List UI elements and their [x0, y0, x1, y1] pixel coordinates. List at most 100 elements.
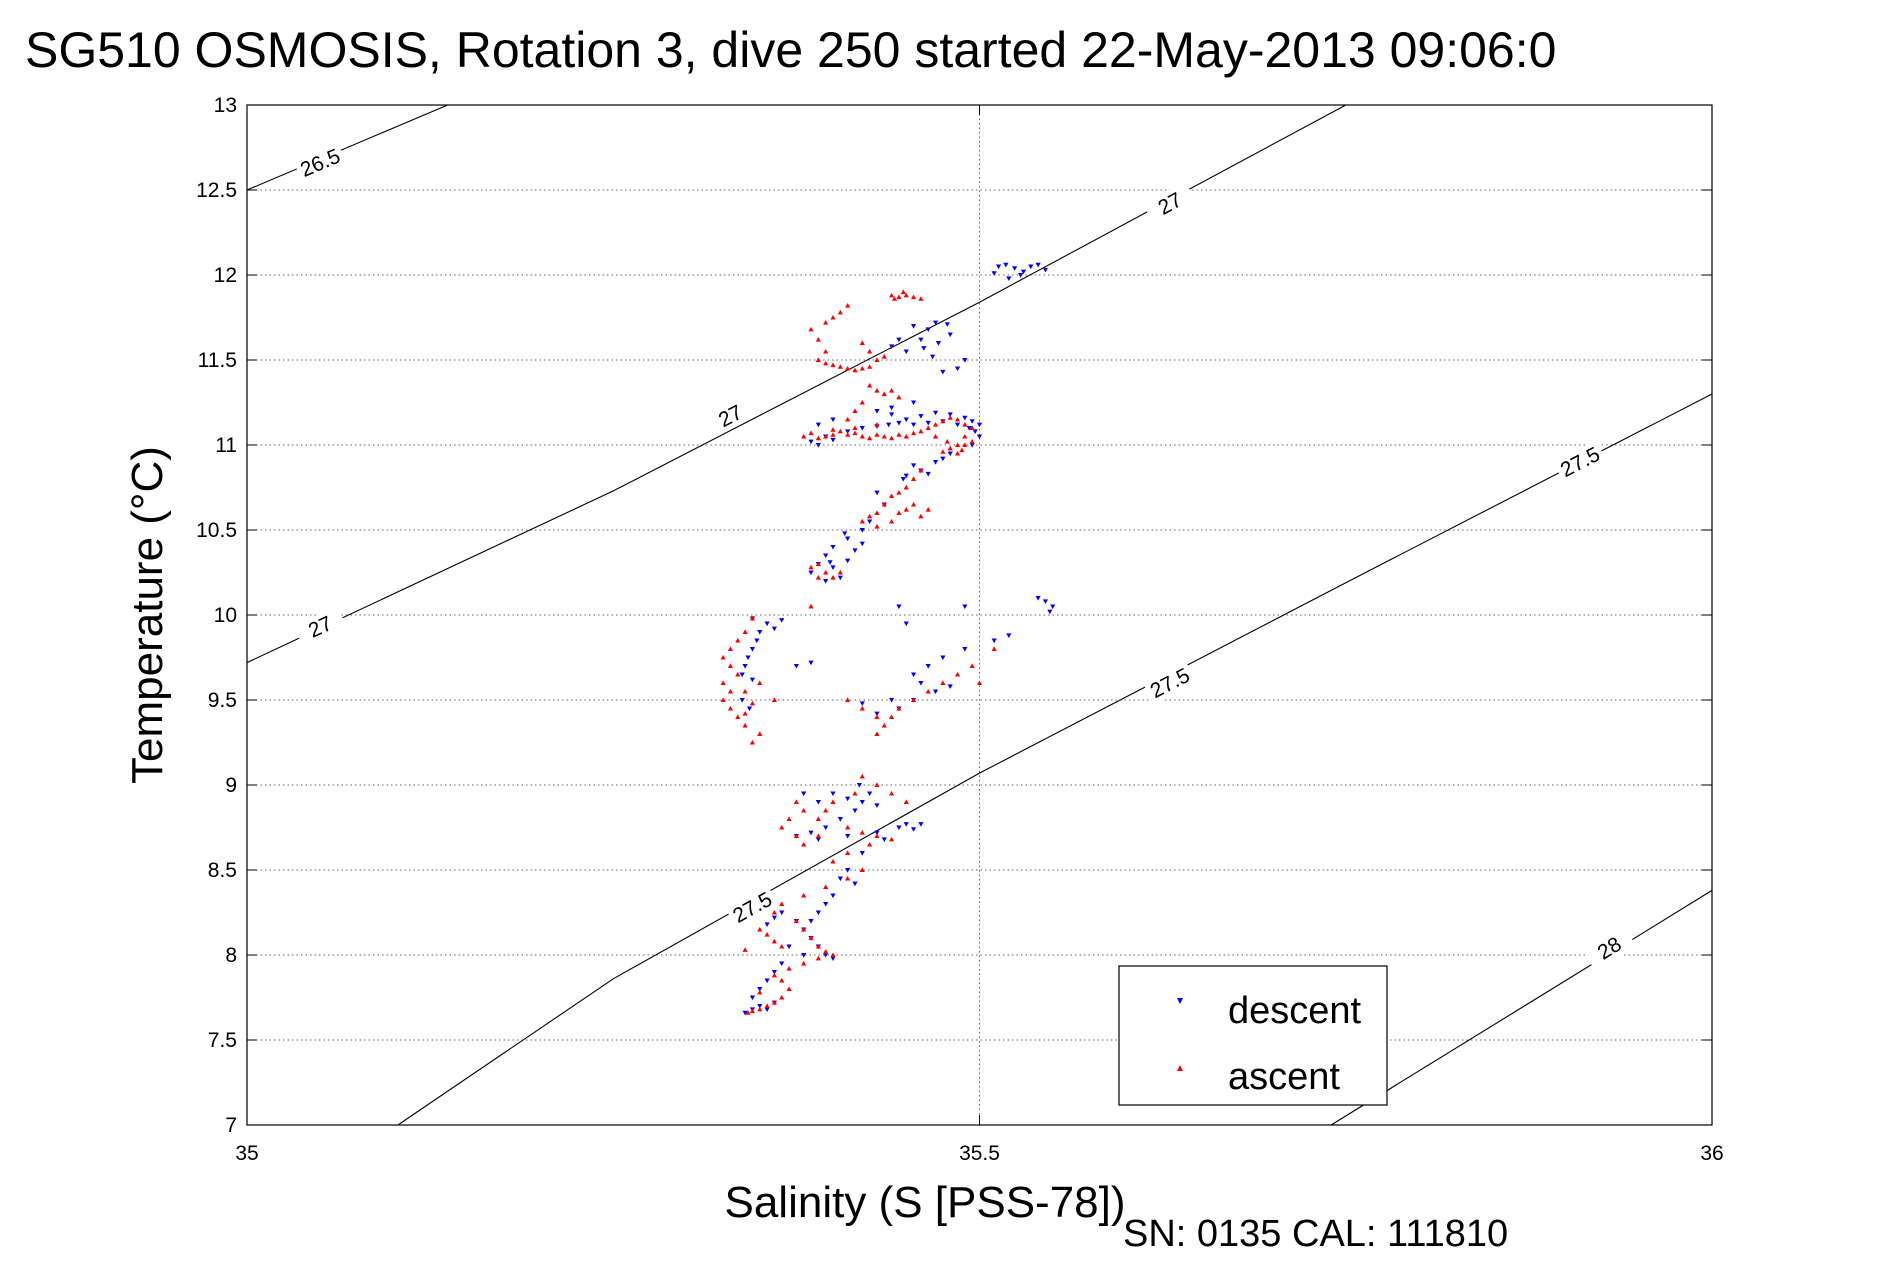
ascent-point: [932, 422, 939, 427]
ascent-point: [742, 722, 748, 728]
descent-point: [1017, 273, 1024, 278]
descent-point: [742, 664, 748, 669]
ascent-point: [918, 428, 924, 434]
ascent-point: [815, 357, 821, 362]
descent-point: [837, 575, 843, 581]
ascent-point: [889, 836, 895, 842]
legend: descent ascent: [1118, 965, 1388, 1106]
descent-point: [754, 638, 760, 644]
x-tick-label: 35: [235, 1142, 258, 1165]
descent-point: [910, 672, 917, 678]
descent-point: [925, 664, 931, 669]
descent-point: [972, 429, 978, 434]
ascent-point: [874, 422, 880, 427]
descent-point: [903, 621, 909, 627]
ascent-point: [830, 432, 836, 437]
ascent-point: [815, 955, 821, 961]
descent-point: [742, 1010, 748, 1016]
descent-point: [940, 369, 946, 375]
ascent-point: [823, 433, 829, 439]
contour-line-27.5: [397, 393, 1713, 1126]
ascent-point: [891, 296, 898, 301]
descent-point: [932, 460, 939, 465]
descent-point: [779, 910, 785, 916]
descent-point: [815, 800, 821, 805]
ascent-point: [808, 326, 814, 332]
descent-point: [764, 978, 770, 984]
descent-point: [991, 271, 997, 276]
descent-point: [859, 701, 865, 706]
descent-point: [932, 410, 939, 416]
ascent-point: [940, 449, 946, 454]
ascent-point: [991, 646, 997, 651]
descent-point: [815, 443, 821, 448]
descent-point: [903, 473, 909, 479]
x-axis-label: Salinity (S [PSS-78]): [724, 1178, 1125, 1227]
y-tick-label: 7: [225, 1114, 237, 1137]
ascent-point: [764, 1003, 770, 1008]
descent-point: [757, 987, 763, 992]
descent-point: [896, 420, 902, 426]
descent-point: [830, 956, 836, 961]
descent-point: [874, 803, 880, 808]
descent-point: [808, 570, 814, 576]
ascent-point: [837, 309, 843, 315]
descent-point: [925, 420, 931, 426]
ascent-point: [889, 292, 895, 298]
descent-point: [852, 881, 858, 887]
ascent-point: [771, 697, 777, 702]
ascent-point: [727, 688, 734, 694]
ascent-point: [845, 697, 851, 702]
descent-point: [889, 344, 895, 349]
ascent-point: [823, 949, 829, 954]
ascent-point: [944, 439, 950, 444]
ascent-point: [727, 705, 734, 711]
descent-point: [903, 349, 909, 355]
ascent-point: [793, 918, 799, 923]
descent-point: [808, 919, 814, 924]
ascent-point: [727, 663, 734, 668]
ascent-point: [889, 388, 895, 393]
descent-point: [947, 332, 953, 338]
ascent-point: [735, 637, 741, 643]
descent-point: [900, 477, 906, 482]
ascent-point: [845, 850, 851, 855]
descent-point: [944, 322, 950, 327]
ascent-point: [925, 507, 931, 512]
descent-point: [874, 409, 880, 414]
descent-point: [837, 817, 843, 822]
descent-point: [830, 565, 836, 570]
descent-point: [801, 791, 807, 797]
y-tick-label: 13: [214, 94, 237, 117]
descent-point: [859, 851, 865, 856]
ascent-point: [859, 773, 865, 779]
ascent-point: [881, 354, 887, 359]
y-tick-label: 9.5: [208, 689, 237, 712]
descent-point: [962, 358, 968, 363]
y-tick-label: 7.5: [208, 1029, 237, 1052]
ascent-point: [837, 569, 843, 575]
ascent-point: [786, 966, 792, 971]
descent-point: [930, 354, 936, 360]
ascent-point: [903, 433, 909, 439]
ascent-point: [910, 430, 917, 436]
ascent-point: [808, 564, 814, 570]
ascent-point: [815, 337, 821, 342]
descent-point: [757, 630, 763, 635]
ascent-point: [771, 938, 777, 944]
ascent-point: [896, 490, 902, 495]
ascent-point: [815, 816, 821, 821]
descent-point: [830, 545, 836, 550]
descent-point: [823, 553, 829, 559]
descent-point: [1006, 633, 1012, 638]
ascent-point: [867, 435, 873, 441]
ascent-point: [874, 782, 880, 787]
ascent-point: [749, 1008, 756, 1014]
ascent-point: [874, 524, 880, 529]
ascent-point: [786, 986, 792, 991]
descent-point: [896, 337, 902, 343]
descent-point: [966, 426, 972, 431]
ascent-point: [954, 671, 961, 677]
descent-point: [910, 324, 917, 329]
descent-point: [830, 417, 836, 423]
